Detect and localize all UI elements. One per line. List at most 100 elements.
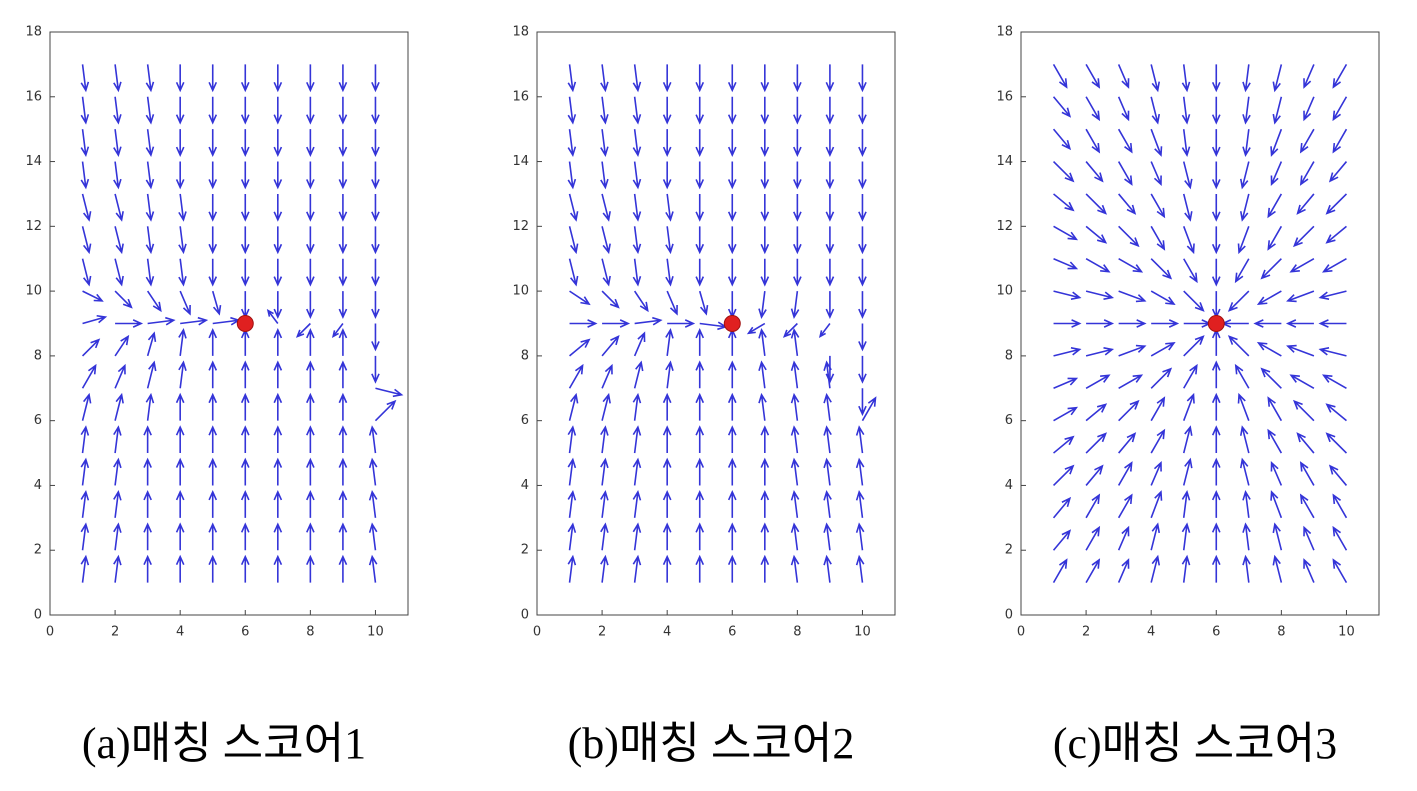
vector-arrow bbox=[790, 392, 800, 421]
vector-arrow bbox=[306, 489, 315, 518]
vector-arrow bbox=[1237, 226, 1250, 255]
vector-arrow bbox=[825, 161, 835, 190]
y-tick-label: 12 bbox=[512, 219, 529, 234]
vector-arrow bbox=[1181, 554, 1191, 583]
vector-arrow bbox=[273, 193, 283, 222]
vector-arrow bbox=[1256, 341, 1282, 357]
vector-arrow bbox=[567, 129, 577, 158]
y-tick-label: 8 bbox=[34, 348, 42, 363]
vector-arrow bbox=[1085, 347, 1115, 357]
vector-arrow bbox=[662, 425, 672, 454]
vector-arrow bbox=[695, 129, 705, 158]
vector-arrow bbox=[855, 489, 865, 518]
vector-arrow bbox=[600, 489, 609, 518]
vector-arrow bbox=[145, 161, 155, 190]
vector-arrow bbox=[567, 64, 577, 93]
vector-arrow bbox=[81, 392, 92, 421]
vector-arrow bbox=[1085, 290, 1115, 300]
caption: (c)매칭 스코어3 bbox=[1053, 719, 1337, 768]
y-tick-label: 14 bbox=[512, 154, 529, 169]
y-tick-label: 18 bbox=[996, 25, 1013, 40]
vector-arrow bbox=[662, 129, 672, 158]
vector-arrow bbox=[1253, 319, 1282, 328]
vector-arrow bbox=[1237, 392, 1250, 421]
vector-arrow bbox=[1085, 432, 1108, 454]
vector-arrow bbox=[338, 554, 348, 583]
vector-arrow bbox=[600, 522, 609, 551]
vector-arrow bbox=[273, 291, 283, 319]
vector-arrow bbox=[80, 96, 90, 125]
vector-arrow bbox=[1053, 435, 1075, 454]
vector-arrow bbox=[1086, 319, 1115, 328]
vector-arrow bbox=[1053, 319, 1082, 328]
vector-arrow bbox=[1085, 374, 1111, 389]
vector-arrow bbox=[1299, 128, 1315, 154]
vector-arrow bbox=[147, 316, 176, 326]
vector-arrow bbox=[760, 193, 770, 222]
vector-arrow bbox=[861, 396, 877, 422]
x-tick-label: 10 bbox=[367, 625, 384, 640]
vector-arrow bbox=[1303, 525, 1315, 551]
vector-arrow bbox=[208, 489, 218, 518]
vector-arrow bbox=[306, 64, 315, 93]
x-tick-label: 2 bbox=[598, 625, 606, 640]
vector-arrow bbox=[338, 64, 348, 93]
vector-arrow bbox=[306, 360, 315, 389]
vector-arrow bbox=[823, 522, 832, 551]
vector-arrow bbox=[634, 316, 663, 326]
vector-arrow bbox=[240, 522, 250, 551]
vector-arrow bbox=[113, 522, 122, 551]
vector-arrow bbox=[823, 554, 832, 583]
vector-arrow bbox=[1118, 290, 1147, 303]
vector-arrow bbox=[632, 96, 642, 125]
vector-arrow bbox=[858, 258, 867, 287]
vector-arrow bbox=[1211, 425, 1221, 454]
vector-arrow bbox=[1227, 335, 1250, 357]
vector-arrow bbox=[338, 161, 348, 190]
vector-arrow bbox=[208, 193, 218, 222]
vector-arrow bbox=[1289, 374, 1315, 389]
vector-arrow bbox=[145, 258, 155, 287]
vector-arrow bbox=[760, 258, 770, 287]
vector-arrow bbox=[240, 425, 250, 454]
vector-arrow bbox=[1211, 360, 1221, 389]
vector-arrow bbox=[760, 96, 770, 125]
vector-arrow bbox=[374, 399, 397, 422]
vector-arrow bbox=[825, 291, 835, 319]
vector-arrow bbox=[368, 554, 378, 583]
vector-arrow bbox=[368, 457, 378, 486]
vector-arrow bbox=[114, 334, 130, 357]
vector-arrow bbox=[1303, 64, 1315, 89]
vector-arrow bbox=[371, 64, 380, 93]
x-tick-label: 2 bbox=[1082, 625, 1090, 640]
vector-arrow bbox=[790, 489, 800, 518]
vector-arrow bbox=[1242, 96, 1251, 125]
vector-arrow bbox=[1181, 522, 1191, 551]
x-tick-label: 0 bbox=[1017, 625, 1025, 640]
vector-arrow bbox=[1183, 363, 1198, 389]
vector-arrow bbox=[1183, 258, 1198, 284]
vector-arrow bbox=[727, 392, 737, 421]
vector-arrow bbox=[1053, 347, 1082, 357]
x-tick-label: 4 bbox=[1147, 625, 1155, 640]
vector-arrow bbox=[113, 425, 122, 454]
vector-arrow bbox=[113, 161, 122, 190]
vector-arrow bbox=[1052, 496, 1072, 519]
vector-arrow bbox=[1321, 258, 1347, 273]
vector-arrow bbox=[1150, 161, 1162, 187]
vector-arrow bbox=[306, 392, 315, 421]
vector-arrow bbox=[858, 355, 867, 384]
vector-arrow bbox=[1211, 554, 1221, 583]
vector-arrow bbox=[306, 161, 315, 190]
y-tick-label: 14 bbox=[996, 154, 1013, 169]
vector-arrow bbox=[175, 129, 185, 158]
vector-arrow bbox=[758, 291, 767, 319]
vector-arrow bbox=[665, 328, 674, 356]
vector-arrow bbox=[338, 129, 348, 158]
vector-arrow bbox=[1181, 64, 1191, 93]
vector-arrow bbox=[825, 258, 835, 287]
vector-arrow bbox=[81, 258, 92, 287]
vector-arrow bbox=[1150, 396, 1166, 422]
vector-arrow bbox=[338, 392, 348, 421]
vector-arrow bbox=[80, 554, 90, 583]
